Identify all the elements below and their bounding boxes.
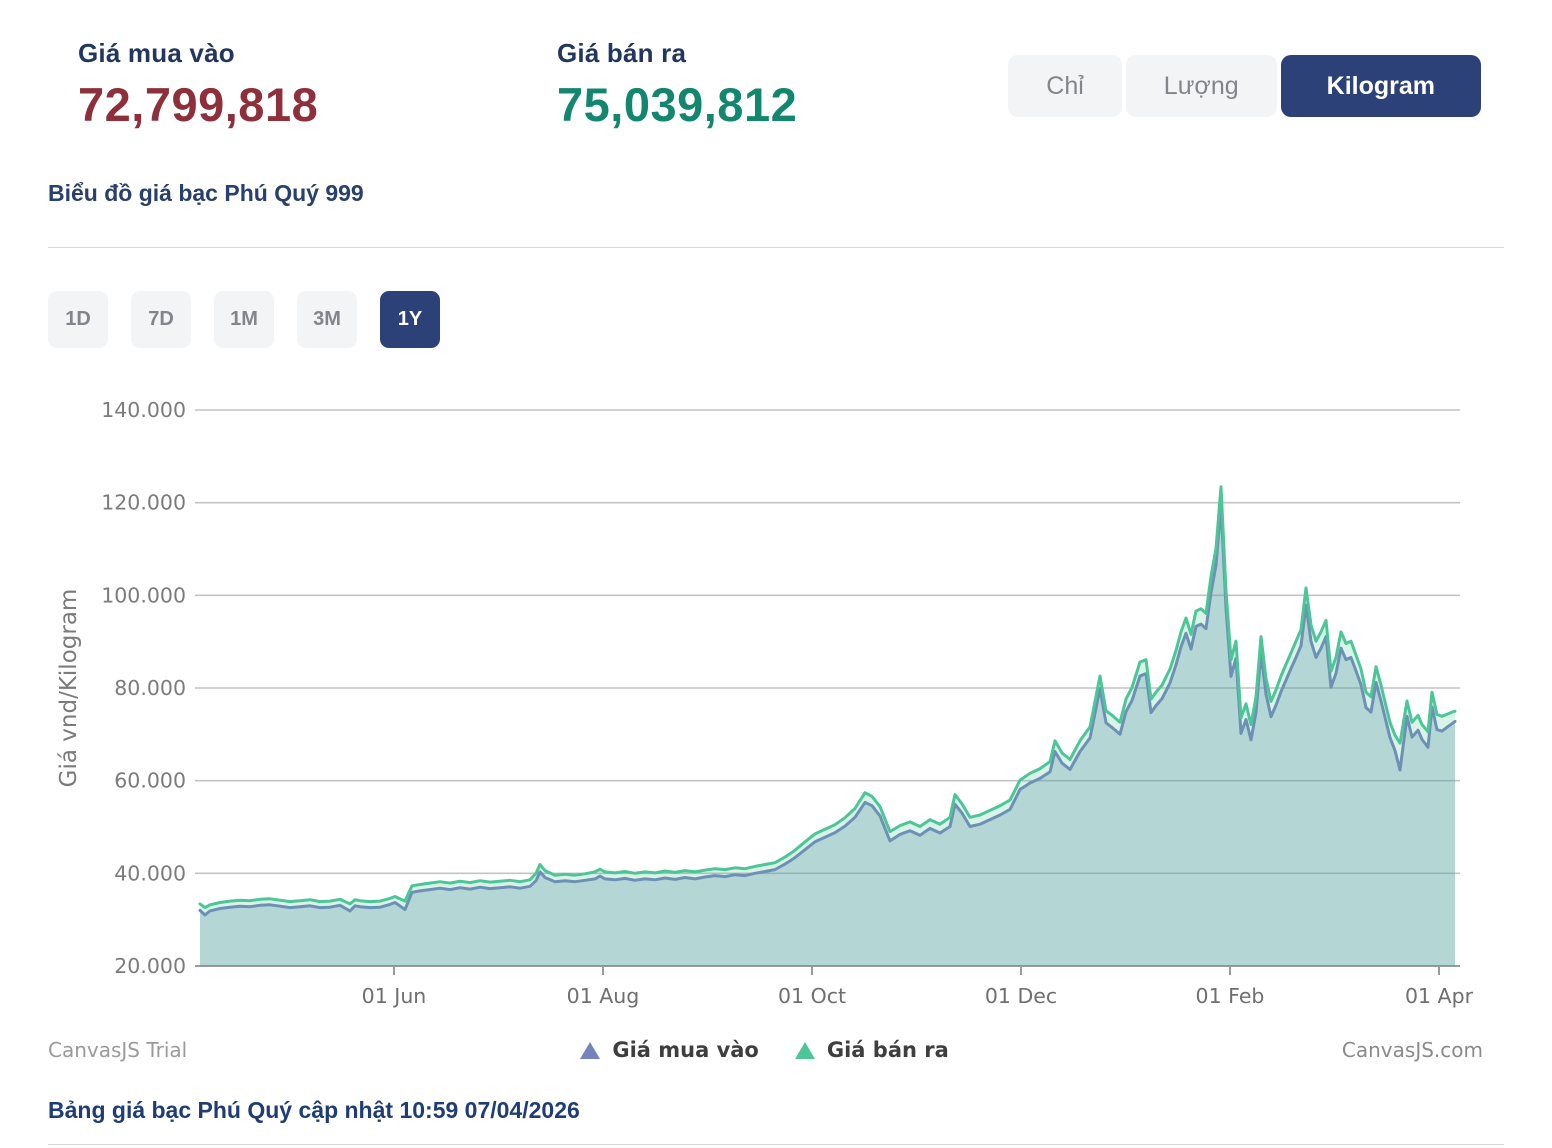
sell-price-block: Giá bán ra 75,039,812 bbox=[557, 38, 797, 132]
svg-text:20.000: 20.000 bbox=[114, 954, 186, 978]
unit-toggle: Chỉ Lượng Kilogram bbox=[1008, 55, 1481, 117]
svg-text:60.000: 60.000 bbox=[114, 769, 186, 793]
canvasjs-trial-label: CanvasJS Trial bbox=[48, 1038, 188, 1062]
range-button-3m[interactable]: 3M bbox=[297, 291, 357, 348]
buy-price-value: 72,799,818 bbox=[78, 78, 319, 131]
legend-item-sell[interactable]: Giá bán ra bbox=[794, 1038, 949, 1062]
svg-text:01 Jun: 01 Jun bbox=[362, 984, 427, 1008]
svg-text:120.000: 120.000 bbox=[101, 491, 186, 515]
sell-price-label: Giá bán ra bbox=[557, 38, 687, 68]
legend-triangle-icon bbox=[794, 1041, 815, 1059]
divider bbox=[48, 1144, 1504, 1145]
unit-toggle-option-chỉ[interactable]: Chỉ bbox=[1008, 55, 1122, 117]
legend-triangle-icon bbox=[580, 1041, 601, 1059]
sell-price-value: 75,039,812 bbox=[557, 78, 798, 131]
svg-text:01 Apr: 01 Apr bbox=[1405, 984, 1474, 1008]
canvasjs-brand-link[interactable]: CanvasJS.com bbox=[1341, 1038, 1483, 1062]
legend-label: Giá bán ra bbox=[826, 1038, 949, 1062]
chart-title-link[interactable]: Biểu đồ giá bạc Phú Quý 999 bbox=[48, 180, 364, 206]
range-button-1m[interactable]: 1M bbox=[214, 291, 274, 348]
price-chart-canvas[interactable]: 20.000 40.000 60.000 80.000 100.000 120.000 14… bbox=[0, 378, 1552, 1012]
buy-price-label: Giá mua vào bbox=[78, 38, 235, 68]
svg-text:Giá vnd/Kilogram: Giá vnd/Kilogram bbox=[56, 589, 82, 788]
svg-text:01 Aug: 01 Aug bbox=[567, 984, 640, 1008]
unit-toggle-option-kilogram[interactable]: Kilogram bbox=[1280, 55, 1481, 117]
range-button-1d[interactable]: 1D bbox=[48, 291, 108, 348]
range-button-7d[interactable]: 7D bbox=[131, 291, 191, 348]
price-table-update-link[interactable]: Bảng giá bạc Phú Quý cập nhật 10:59 07/0… bbox=[48, 1097, 580, 1123]
price-chart: 20.000 40.000 60.000 80.000 100.000 120.000 14… bbox=[0, 378, 1552, 1012]
time-range-buttons: 1D 7D 1M 3M 1Y bbox=[48, 291, 440, 348]
svg-text:01 Feb: 01 Feb bbox=[1196, 984, 1265, 1008]
legend-label: Giá mua vào bbox=[612, 1038, 759, 1062]
chart-legend: Giá mua vào Giá bán ra bbox=[580, 1038, 949, 1062]
range-button-1y[interactable]: 1Y bbox=[380, 291, 440, 348]
svg-text:40.000: 40.000 bbox=[114, 861, 186, 885]
chart-footer-row: CanvasJS Trial Giá mua vào Giá bán ra Can… bbox=[48, 1032, 1483, 1068]
legend-item-buy[interactable]: Giá mua vào bbox=[580, 1038, 759, 1062]
buy-price-block: Giá mua vào 72,799,818 bbox=[78, 38, 318, 132]
unit-toggle-option-lượng[interactable]: Lượng bbox=[1125, 55, 1277, 117]
svg-text:140.000: 140.000 bbox=[101, 398, 186, 422]
svg-text:100.000: 100.000 bbox=[101, 583, 186, 607]
svg-text:01 Oct: 01 Oct bbox=[778, 984, 846, 1008]
svg-text:01 Dec: 01 Dec bbox=[985, 984, 1057, 1008]
svg-text:80.000: 80.000 bbox=[114, 676, 186, 700]
divider bbox=[48, 247, 1504, 248]
